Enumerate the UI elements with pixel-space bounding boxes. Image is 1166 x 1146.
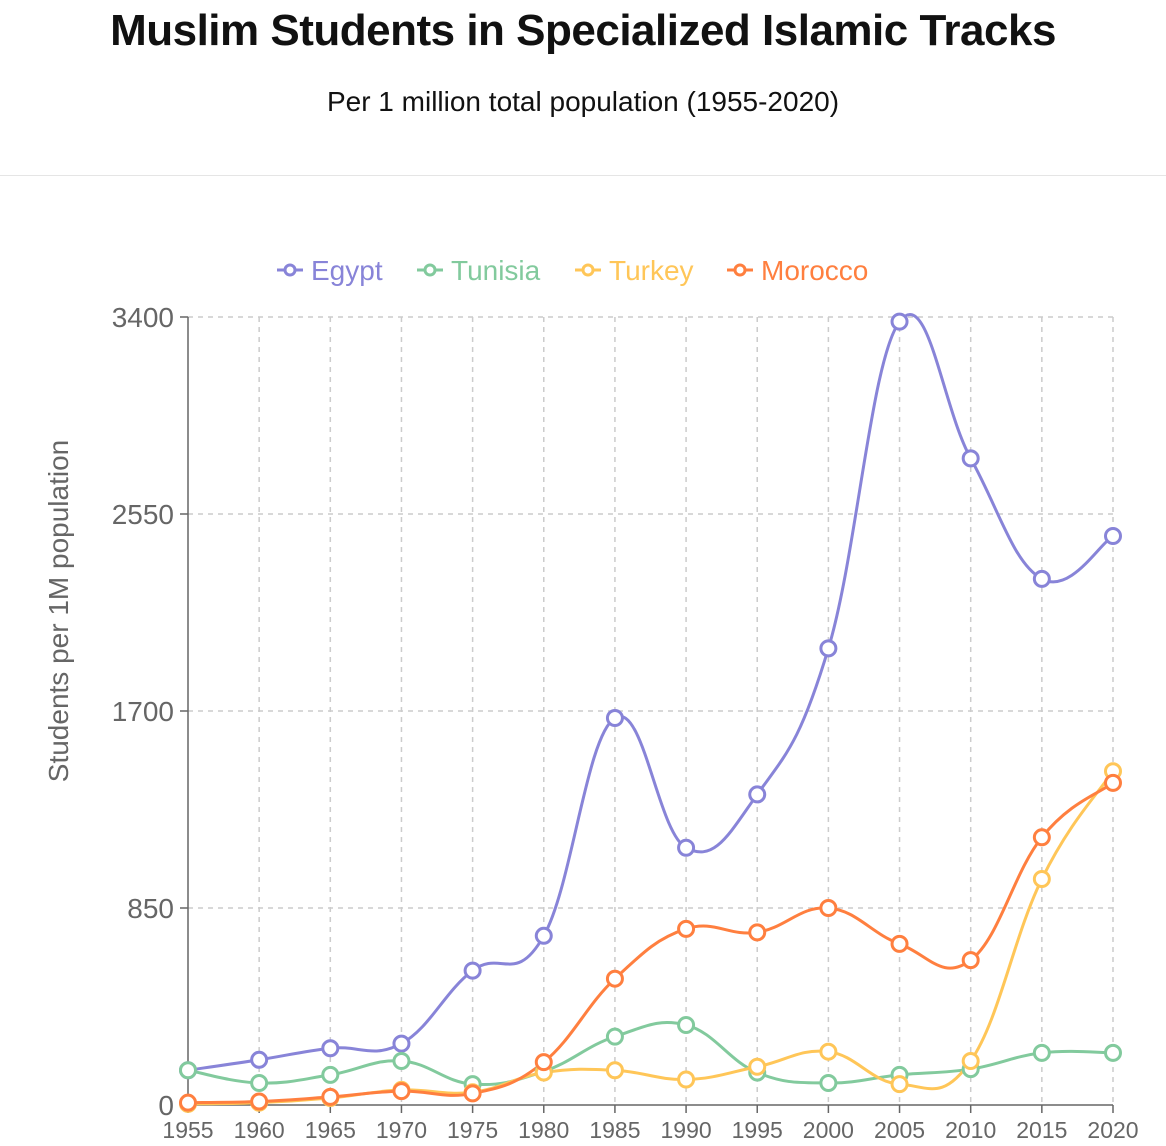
x-tick-label: 2020 xyxy=(1087,1117,1138,1143)
data-point-morocco-2020[interactable] xyxy=(1104,773,1122,792)
data-point-morocco-1965[interactable] xyxy=(321,1087,340,1106)
legend-item-egypt[interactable]: Egypt xyxy=(277,255,383,286)
data-point-morocco-2015[interactable] xyxy=(1032,828,1051,847)
x-tick-label: 1965 xyxy=(305,1117,356,1143)
x-tick-label: 1970 xyxy=(376,1117,427,1143)
x-tick-label: 1960 xyxy=(234,1117,285,1143)
y-tick-label: 0 xyxy=(158,1090,174,1121)
data-point-morocco-2005[interactable] xyxy=(890,934,909,953)
x-tick-label: 2000 xyxy=(803,1117,854,1143)
data-point-egypt-1975[interactable] xyxy=(463,961,482,980)
x-tick-label: 1975 xyxy=(447,1117,498,1143)
legend-label: Egypt xyxy=(311,255,383,286)
legend-marker-icon xyxy=(581,263,595,277)
y-tick-label: 2550 xyxy=(112,499,174,530)
y-tick-label: 1700 xyxy=(112,696,174,727)
x-tick-label: 2015 xyxy=(1016,1117,1067,1143)
data-point-egypt-1985[interactable] xyxy=(605,708,624,727)
x-tick-label: 1990 xyxy=(660,1117,711,1143)
data-point-turkey-2000[interactable] xyxy=(819,1042,838,1061)
series-lines xyxy=(187,313,1115,1106)
data-point-turkey-2005[interactable] xyxy=(890,1075,909,1094)
data-point-egypt-1970[interactable] xyxy=(392,1034,411,1053)
data-point-morocco-2000[interactable] xyxy=(819,899,838,917)
data-point-egypt-1960[interactable] xyxy=(250,1050,269,1069)
y-tick-label: 3400 xyxy=(112,302,174,333)
legend-marker-icon xyxy=(423,263,437,277)
x-tick-label: 2010 xyxy=(945,1117,996,1143)
data-point-egypt-2005[interactable] xyxy=(890,312,909,331)
data-point-turkey-1985[interactable] xyxy=(605,1061,624,1080)
series-points xyxy=(179,312,1122,1113)
data-point-egypt-1995[interactable] xyxy=(748,785,767,804)
data-point-turkey-1990[interactable] xyxy=(677,1070,696,1089)
data-point-egypt-1990[interactable] xyxy=(677,838,696,857)
data-point-tunisia-1960[interactable] xyxy=(250,1073,269,1092)
legend-marker-icon xyxy=(733,263,747,277)
chart-title: Muslim Students in Specialized Islamic T… xyxy=(110,6,1056,55)
x-tick-label: 1995 xyxy=(732,1117,783,1143)
data-point-egypt-2020[interactable] xyxy=(1104,527,1122,546)
chart-subtitle: Per 1 million total population (1955-202… xyxy=(326,86,840,117)
data-point-tunisia-1990[interactable] xyxy=(677,1016,696,1035)
data-point-tunisia-2000[interactable] xyxy=(819,1073,838,1092)
axes: 0 850 1700 2550 3400 1955 1960 1965 1970 1975 1980… xyxy=(43,302,1139,1143)
data-point-morocco-1990[interactable] xyxy=(677,919,696,938)
data-point-morocco-1985[interactable] xyxy=(605,969,624,988)
x-tick-label: 1955 xyxy=(162,1117,213,1143)
data-point-turkey-1995[interactable] xyxy=(748,1057,767,1076)
data-point-morocco-1980[interactable] xyxy=(534,1053,553,1072)
data-point-egypt-1965[interactable] xyxy=(321,1039,340,1058)
grid-lines xyxy=(188,316,1114,1105)
data-point-egypt-1980[interactable] xyxy=(534,926,553,945)
legend-label: Turkey xyxy=(609,255,694,286)
data-point-tunisia-2015[interactable] xyxy=(1032,1043,1051,1062)
data-point-turkey-2015[interactable] xyxy=(1032,870,1051,889)
data-point-morocco-1955[interactable] xyxy=(179,1093,197,1112)
data-point-tunisia-1965[interactable] xyxy=(321,1065,340,1084)
legend-item-morocco[interactable]: Morocco xyxy=(727,255,868,286)
data-point-morocco-1975[interactable] xyxy=(463,1084,482,1103)
data-point-egypt-2015[interactable] xyxy=(1032,569,1051,588)
data-point-morocco-1960[interactable] xyxy=(250,1092,269,1111)
x-tick-label: 1980 xyxy=(518,1117,569,1143)
data-point-tunisia-1955[interactable] xyxy=(179,1061,197,1080)
series-line-tunisia xyxy=(187,1021,1114,1087)
data-point-morocco-2010[interactable] xyxy=(961,951,980,970)
data-point-egypt-2000[interactable] xyxy=(819,639,838,658)
legend-item-turkey[interactable]: Turkey xyxy=(575,255,694,286)
data-point-turkey-2010[interactable] xyxy=(961,1051,980,1070)
data-point-egypt-2010[interactable] xyxy=(961,449,980,468)
data-point-tunisia-1970[interactable] xyxy=(392,1051,411,1070)
legend: Egypt Tunisia Turkey Morocco xyxy=(277,255,868,286)
data-point-tunisia-1985[interactable] xyxy=(605,1027,624,1046)
x-tick-label: 1985 xyxy=(589,1117,640,1143)
legend-label: Tunisia xyxy=(451,255,541,286)
legend-item-tunisia[interactable]: Tunisia xyxy=(417,255,541,286)
x-tick-label: 2005 xyxy=(874,1117,925,1143)
y-axis-title: Students per 1M population xyxy=(43,440,74,782)
data-point-tunisia-2020[interactable] xyxy=(1104,1043,1122,1062)
legend-marker-icon xyxy=(283,263,297,277)
data-point-morocco-1995[interactable] xyxy=(748,923,767,942)
chart-header: Muslim Students in Specialized Islamic T… xyxy=(0,0,1166,176)
legend-label: Morocco xyxy=(761,255,868,286)
data-point-morocco-1970[interactable] xyxy=(392,1082,411,1101)
y-tick-label: 850 xyxy=(127,893,174,924)
